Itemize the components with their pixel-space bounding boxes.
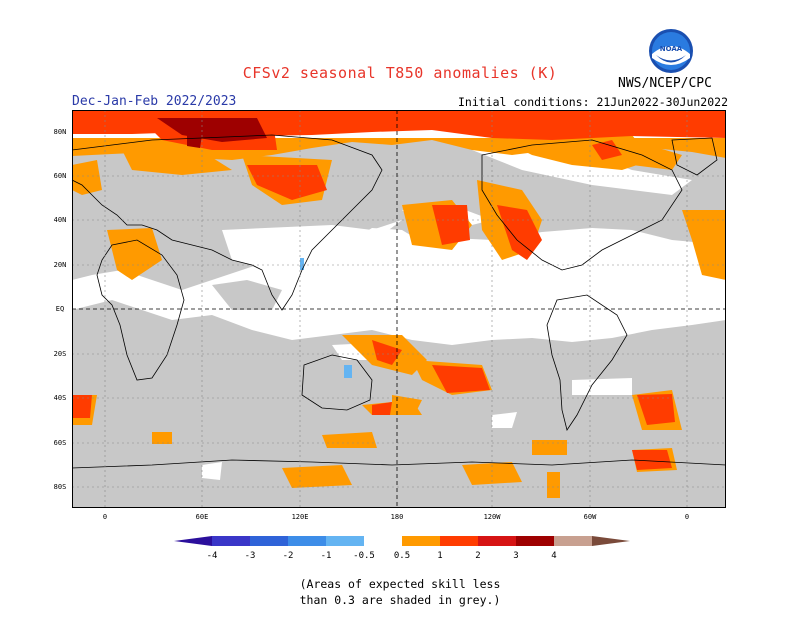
colorbar-cell-10 bbox=[554, 536, 592, 546]
latitude-labels: 80N 60N 40N 20N EQ 20S 40S 60S 80S bbox=[54, 128, 67, 491]
lat-label-6: 40S bbox=[54, 394, 67, 402]
anomaly-map: 80N 60N 40N 20N EQ 20S 40S 60S 80S 0 60E 120E 180 12… bbox=[54, 110, 727, 521]
colorbar-cell-8 bbox=[478, 536, 516, 546]
colorbar-cell-9 bbox=[516, 536, 554, 546]
initial-conditions: Initial conditions: 21Jun2022-30Jun2022 bbox=[457, 95, 728, 109]
colorbar-label-1: -3 bbox=[245, 551, 256, 561]
footnote-line-1: (Areas of expected skill less bbox=[299, 577, 501, 591]
lat-label-2: 40N bbox=[54, 216, 67, 224]
lon-label-0: 0 bbox=[103, 513, 107, 521]
colorbar-cell-7 bbox=[440, 536, 478, 546]
footnote-line-2: than 0.3 are shaded in grey.) bbox=[299, 593, 501, 607]
colorbar: -4 -3 -2 -1 -0.5 0.5 1 2 3 4 bbox=[174, 536, 630, 561]
colorbar-label-5: 0.5 bbox=[394, 551, 410, 561]
map-frame bbox=[72, 110, 726, 508]
graticule bbox=[72, 110, 726, 508]
lon-label-3: 180 bbox=[391, 513, 404, 521]
colorbar-label-7: 2 bbox=[475, 551, 480, 561]
colorbar-cell-6 bbox=[402, 536, 440, 546]
lon-label-6: 0 bbox=[685, 513, 689, 521]
noaa-logo-icon: NOAA bbox=[649, 29, 693, 73]
colorbar-cell-1 bbox=[212, 536, 250, 546]
lat-label-4: EQ bbox=[56, 305, 64, 313]
colorbar-cell-3 bbox=[288, 536, 326, 546]
colorbar-label-0: -4 bbox=[207, 551, 218, 561]
longitude-labels: 0 60E 120E 180 120W 60W 0 bbox=[103, 513, 689, 521]
lat-label-5: 20S bbox=[54, 350, 67, 358]
lat-label-8: 80S bbox=[54, 483, 67, 491]
lat-label-7: 60S bbox=[54, 439, 67, 447]
colorbar-cell-4 bbox=[326, 536, 364, 546]
lon-label-5: 60W bbox=[584, 513, 597, 521]
colorbar-label-6: 1 bbox=[437, 551, 442, 561]
colorbar-label-8: 3 bbox=[513, 551, 518, 561]
colorbar-cell-0 bbox=[174, 536, 212, 546]
white-gaps bbox=[202, 145, 692, 480]
lon-label-1: 60E bbox=[196, 513, 209, 521]
map-title: CFSv2 seasonal T850 anomalies (K) bbox=[242, 64, 558, 82]
colorbar-label-9: 4 bbox=[551, 551, 556, 561]
footnote: (Areas of expected skill less than 0.3 a… bbox=[0, 576, 800, 608]
logo-text: NOAA bbox=[660, 45, 683, 53]
equator-dateline bbox=[72, 110, 726, 508]
colorbar-label-2: -2 bbox=[283, 551, 294, 561]
colorbar-cell-2 bbox=[250, 536, 288, 546]
anomaly-negative bbox=[300, 258, 352, 378]
coastlines bbox=[71, 134, 727, 469]
lat-label-1: 60N bbox=[54, 172, 67, 180]
colorbar-cell-11 bbox=[592, 536, 630, 546]
colorbar-label-3: -1 bbox=[321, 551, 332, 561]
lon-label-2: 120E bbox=[292, 513, 309, 521]
lat-label-0: 80N bbox=[54, 128, 67, 136]
colorbar-label-4: -0.5 bbox=[353, 551, 375, 561]
colorbar-cell-5 bbox=[364, 536, 402, 546]
agency-label: NWS/NCEP/CPC bbox=[618, 76, 712, 91]
forecast-period: Dec-Jan-Feb 2022/2023 bbox=[72, 94, 237, 109]
lon-label-4: 120W bbox=[484, 513, 502, 521]
lat-label-3: 20N bbox=[54, 261, 67, 269]
